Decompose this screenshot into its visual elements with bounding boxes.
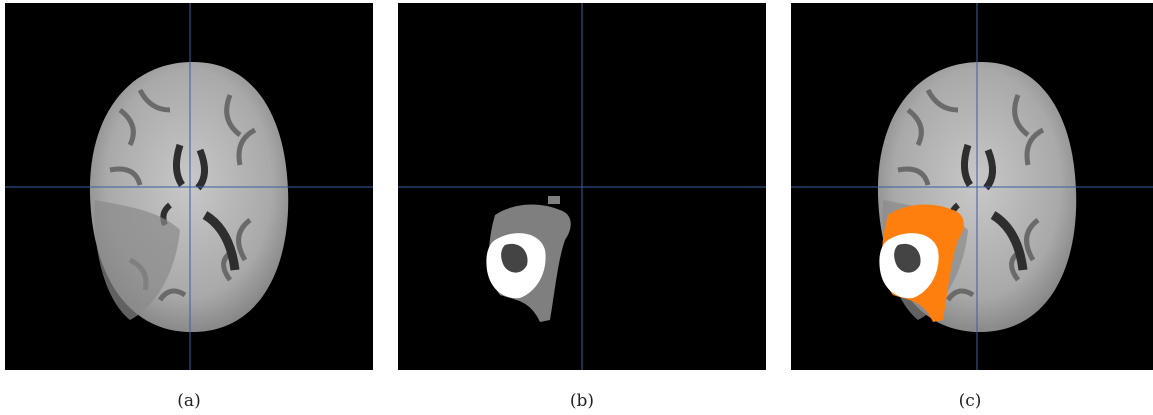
caption: (c) bbox=[959, 391, 982, 411]
panel-c: (c) bbox=[791, 3, 1153, 411]
figure: (a) (b) (c) bbox=[0, 0, 1153, 415]
panel-b: (b) bbox=[398, 3, 766, 411]
caption: (b) bbox=[570, 391, 594, 411]
caption: (a) bbox=[177, 391, 200, 411]
panel-a: (a) bbox=[5, 3, 373, 411]
